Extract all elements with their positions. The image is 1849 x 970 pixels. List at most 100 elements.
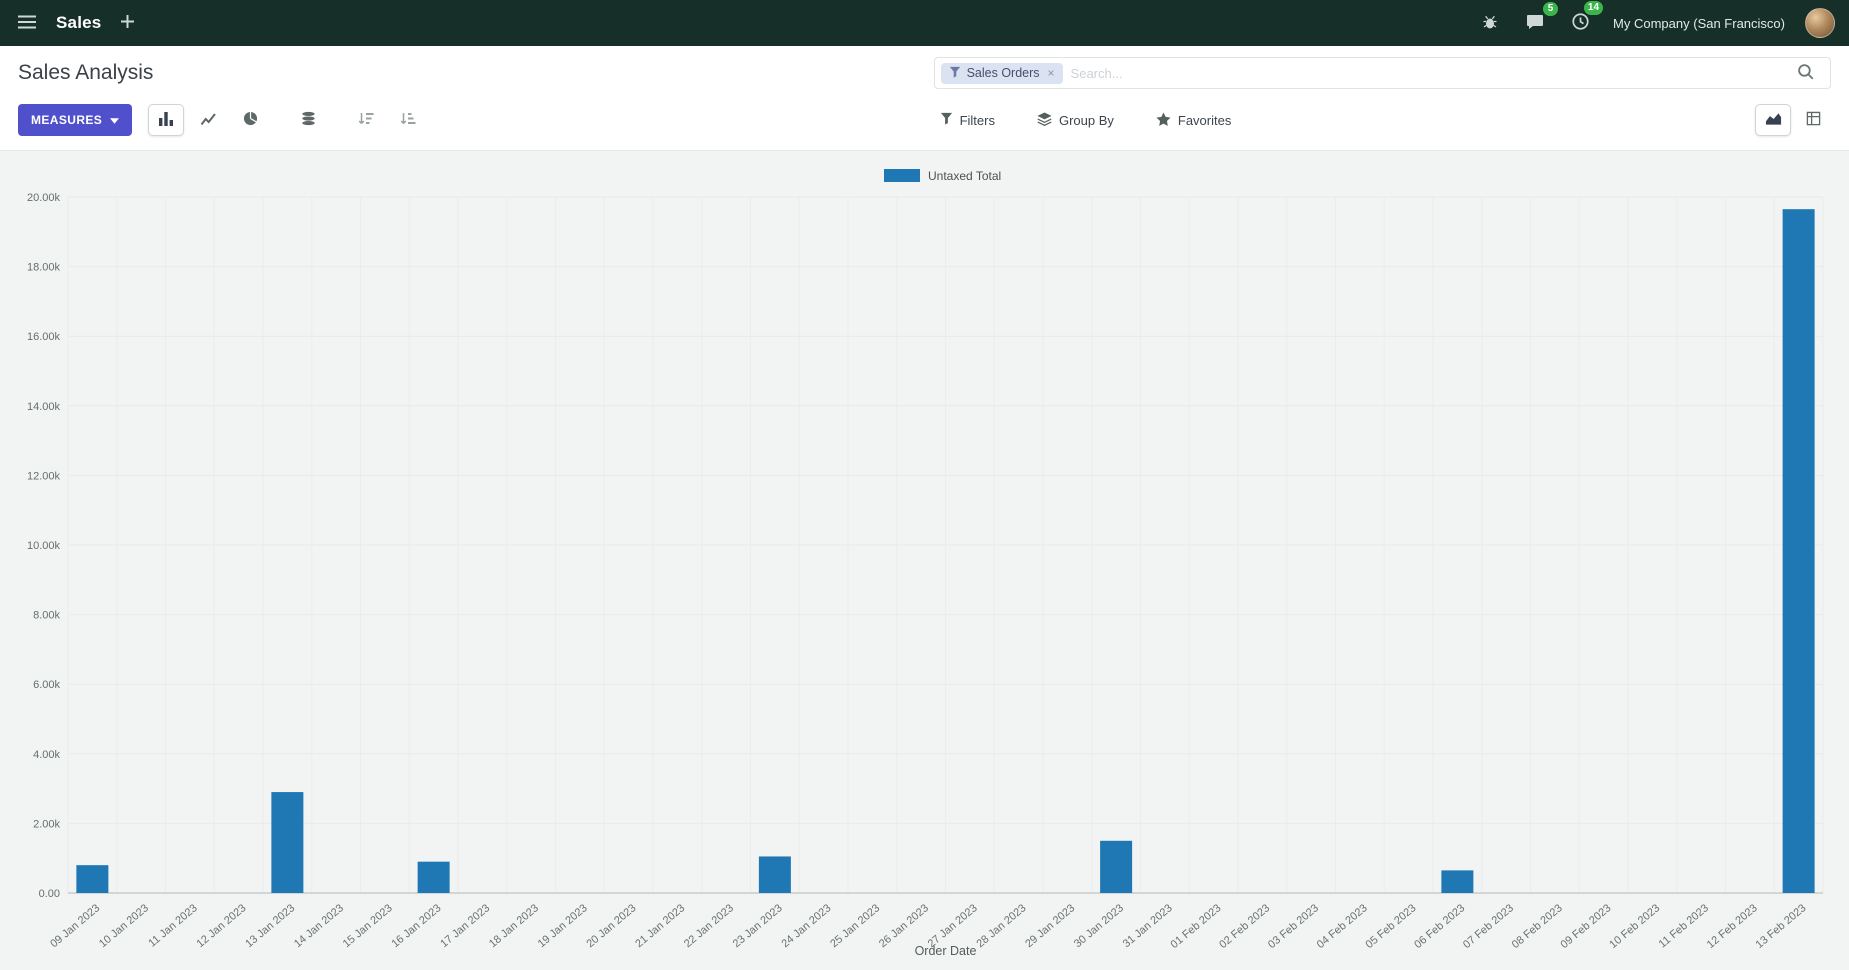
svg-text:09 Feb 2023: 09 Feb 2023 (1559, 902, 1614, 951)
filters-button[interactable]: Filters (934, 111, 1001, 129)
svg-text:03 Feb 2023: 03 Feb 2023 (1266, 902, 1321, 951)
svg-text:16 Jan 2023: 16 Jan 2023 (389, 902, 443, 950)
control-panel: Sales Analysis Sales Orders × MEASURES (0, 46, 1849, 151)
svg-text:31 Jan 2023: 31 Jan 2023 (1121, 902, 1175, 950)
svg-text:12 Feb 2023: 12 Feb 2023 (1705, 902, 1760, 951)
svg-text:23 Jan 2023: 23 Jan 2023 (731, 902, 785, 950)
pie-chart-mode-button[interactable] (232, 104, 268, 136)
sort-ascending-button[interactable] (390, 104, 426, 136)
pivot-grid-icon (1806, 111, 1821, 129)
graph-view-button[interactable] (1755, 104, 1791, 136)
clock-icon (1572, 13, 1589, 33)
stacked-icon (301, 111, 316, 129)
facet-remove-icon[interactable]: × (1047, 66, 1055, 80)
measures-button[interactable]: MEASURES (18, 104, 133, 136)
svg-text:05 Feb 2023: 05 Feb 2023 (1364, 902, 1419, 951)
svg-text:16.00k: 16.00k (27, 331, 61, 343)
area-chart-icon (1765, 112, 1782, 129)
page-title: Sales Analysis (18, 61, 154, 84)
measures-label: MEASURES (31, 113, 103, 127)
filter-funnel-icon (949, 66, 961, 81)
svg-text:30 Jan 2023: 30 Jan 2023 (1072, 902, 1126, 950)
search-submit-button[interactable] (1791, 62, 1820, 84)
view-switcher (1755, 104, 1831, 136)
svg-text:18.00k: 18.00k (27, 262, 61, 274)
top-navbar: Sales 5 14 My C (0, 0, 1849, 46)
svg-text:13 Feb 2023: 13 Feb 2023 (1754, 902, 1809, 951)
filters-label: Filters (959, 112, 995, 128)
line-chart-mode-button[interactable] (190, 104, 226, 136)
svg-text:06 Feb 2023: 06 Feb 2023 (1412, 902, 1467, 951)
svg-text:Untaxed Total: Untaxed Total (928, 169, 1001, 183)
activities-button[interactable]: 14 (1568, 1, 1604, 37)
avatar[interactable] (1805, 8, 1835, 38)
search-bar[interactable]: Sales Orders × (933, 57, 1831, 89)
favorites-label: Favorites (1177, 112, 1232, 128)
svg-text:14.00k: 14.00k (27, 401, 61, 413)
svg-text:01 Feb 2023: 01 Feb 2023 (1169, 902, 1224, 951)
star-icon (1156, 111, 1171, 129)
svg-text:10 Jan 2023: 10 Jan 2023 (97, 902, 151, 950)
svg-text:13 Jan 2023: 13 Jan 2023 (243, 902, 297, 950)
apps-menu-button[interactable] (14, 11, 40, 36)
svg-text:07 Feb 2023: 07 Feb 2023 (1461, 902, 1516, 951)
chevron-down-icon (110, 113, 120, 127)
sort-ascending-icon (400, 112, 416, 129)
group-by-label: Group By (1058, 112, 1114, 128)
svg-text:12 Jan 2023: 12 Jan 2023 (194, 902, 248, 950)
svg-text:28 Jan 2023: 28 Jan 2023 (974, 902, 1028, 950)
svg-text:20.00k: 20.00k (27, 192, 61, 204)
svg-text:10 Feb 2023: 10 Feb 2023 (1607, 902, 1662, 951)
search-facet[interactable]: Sales Orders × (940, 62, 1063, 84)
svg-text:18 Jan 2023: 18 Jan 2023 (487, 902, 541, 950)
svg-text:15 Jan 2023: 15 Jan 2023 (341, 902, 395, 950)
messages-badge: 5 (1543, 1, 1559, 16)
svg-text:29 Jan 2023: 29 Jan 2023 (1023, 902, 1077, 950)
svg-text:09 Jan 2023: 09 Jan 2023 (48, 902, 102, 950)
app-name[interactable]: Sales (56, 13, 102, 32)
svg-text:04 Feb 2023: 04 Feb 2023 (1315, 902, 1370, 951)
svg-text:2.00k: 2.00k (33, 818, 60, 830)
bug-icon (1482, 14, 1498, 33)
svg-text:11 Jan 2023: 11 Jan 2023 (146, 902, 199, 950)
sort-descending-button[interactable] (348, 104, 384, 136)
group-by-button[interactable]: Group By (1031, 111, 1120, 130)
company-switcher[interactable]: My Company (San Francisco) (1613, 15, 1785, 31)
svg-text:14 Jan 2023: 14 Jan 2023 (292, 902, 346, 950)
favorites-button[interactable]: Favorites (1150, 111, 1237, 130)
svg-text:27 Jan 2023: 27 Jan 2023 (926, 902, 980, 950)
svg-text:12.00k: 12.00k (27, 470, 61, 482)
svg-text:11 Feb 2023: 11 Feb 2023 (1657, 902, 1711, 950)
search-facet-label: Sales Orders (966, 66, 1040, 80)
search-input[interactable] (1062, 65, 1791, 81)
svg-text:20 Jan 2023: 20 Jan 2023 (584, 902, 638, 950)
chart-area: 0.00 2.00k 4.00k 6.00k 8.00k 10.00k 12.00k 14.0… (0, 151, 1849, 970)
svg-text:19 Jan 2023: 19 Jan 2023 (536, 902, 590, 950)
new-tab-button[interactable] (117, 11, 138, 35)
svg-text:25 Jan 2023: 25 Jan 2023 (828, 902, 882, 950)
line-chart-icon (200, 112, 217, 129)
svg-text:02 Feb 2023: 02 Feb 2023 (1217, 902, 1272, 951)
svg-text:Order Date: Order Date (915, 944, 977, 958)
svg-text:08 Feb 2023: 08 Feb 2023 (1510, 902, 1565, 951)
svg-text:24 Jan 2023: 24 Jan 2023 (779, 902, 833, 950)
svg-text:0.00: 0.00 (39, 888, 60, 900)
svg-text:8.00k: 8.00k (33, 610, 60, 622)
sales-bar-chart[interactable]: 0.00 2.00k 4.00k 6.00k 8.00k 10.00k 12.00k 14.0… (0, 151, 1849, 965)
svg-text:4.00k: 4.00k (33, 749, 60, 761)
plus-icon (121, 15, 135, 31)
bar-chart-mode-button[interactable] (148, 104, 185, 136)
svg-text:6.00k: 6.00k (33, 679, 60, 691)
sort-descending-icon (358, 112, 374, 129)
stacked-toggle-button[interactable] (290, 104, 326, 136)
debug-button[interactable] (1478, 10, 1502, 37)
layers-icon (1037, 111, 1052, 129)
pivot-view-button[interactable] (1795, 104, 1831, 136)
messages-button[interactable]: 5 (1522, 1, 1559, 37)
filters-funnel-icon (940, 112, 953, 128)
pie-chart-icon (243, 111, 258, 129)
search-icon (1797, 63, 1814, 83)
activities-badge: 14 (1583, 1, 1604, 15)
svg-text:22 Jan 2023: 22 Jan 2023 (682, 902, 736, 950)
svg-text:10.00k: 10.00k (27, 540, 61, 552)
